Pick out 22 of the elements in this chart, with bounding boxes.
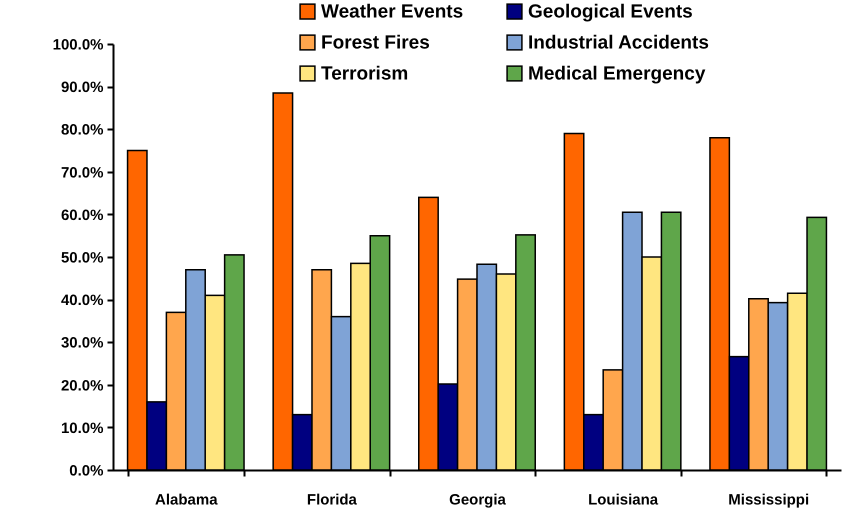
y-tick-label: 70.0% [60, 164, 104, 182]
x-tick-label: Mississippi [728, 492, 810, 508]
y-tick-label: 50.0% [60, 250, 104, 266]
x-tick-label: Alabama [155, 492, 218, 508]
legend-label: Weather Events [321, 2, 464, 23]
y-tick-label: 90.0% [60, 79, 104, 96]
legend-label: Forest Fires [321, 32, 430, 54]
x-tick-label: Georgia [449, 492, 506, 508]
y-tick-label: 10.0% [60, 420, 104, 437]
y-tick-label: 20.0% [60, 377, 104, 394]
y-tick-label: 40.0% [60, 292, 104, 310]
legend-label: Geological Events [528, 2, 693, 23]
x-tick-label: Florida [306, 492, 358, 508]
y-tick-label: 0.0% [69, 462, 104, 480]
y-tick-label: 80.0% [60, 122, 104, 139]
y-tick-label: 30.0% [60, 334, 104, 352]
y-tick-label: 60.0% [60, 206, 104, 224]
legend-label: Industrial Accidents [528, 32, 709, 54]
x-tick-label: Louisiana [588, 492, 659, 508]
legend-label: Terrorism [321, 64, 408, 84]
legend-label: Medical Emergency [528, 64, 706, 84]
y-tick-label: 100.0% [52, 36, 104, 54]
